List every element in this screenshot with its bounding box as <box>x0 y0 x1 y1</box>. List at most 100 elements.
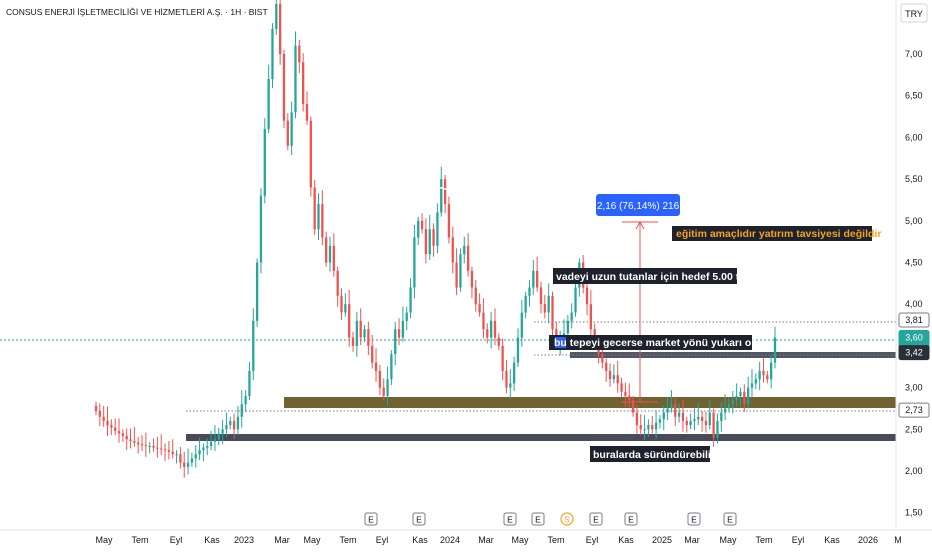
x-tick-label: M <box>894 535 902 545</box>
candle <box>167 440 171 460</box>
earnings-event-icon[interactable]: E <box>503 512 517 526</box>
candle <box>102 405 105 427</box>
breakout-note[interactable]: bu tepeyi gecerse market yönü yukarı olu… <box>554 337 765 349</box>
x-tick-label: 2025 <box>652 535 672 545</box>
candle <box>501 338 504 381</box>
earnings-event-icon[interactable]: E <box>364 512 378 526</box>
lower-trendline[interactable] <box>649 364 757 395</box>
x-tick-label: Tem <box>339 535 356 545</box>
price-level-label: 2,73 <box>898 402 930 418</box>
y-tick-label: 4,00 <box>905 299 923 309</box>
candle <box>766 370 769 384</box>
candle <box>697 402 700 426</box>
candle <box>754 373 757 390</box>
candle <box>532 259 535 296</box>
breakout-marker <box>555 337 566 348</box>
candle <box>397 318 401 346</box>
candle <box>394 321 397 366</box>
candle <box>278 0 282 65</box>
candle <box>405 306 408 331</box>
candle <box>432 223 435 257</box>
x-tick-label: Eyl <box>792 535 805 545</box>
earnings-event-icon[interactable]: E <box>723 512 737 526</box>
x-tick-label: May <box>511 535 529 545</box>
x-tick-label: Kas <box>412 535 428 545</box>
candle <box>723 394 727 421</box>
candle <box>493 308 497 346</box>
candle <box>94 401 98 416</box>
x-tick-label: Tem <box>755 535 772 545</box>
time-axis[interactable] <box>0 530 932 550</box>
candle <box>382 378 385 401</box>
candle <box>213 425 217 451</box>
candle <box>670 390 673 413</box>
drag-note[interactable]: buralarda süründürebilir <box>593 449 715 461</box>
svg-text:E: E <box>691 515 697 525</box>
candle <box>259 188 263 274</box>
earnings-event-icon[interactable]: E <box>687 512 701 526</box>
candle <box>236 405 240 436</box>
candle <box>478 293 481 317</box>
candle <box>639 414 642 436</box>
x-tick-label: Kas <box>824 535 840 545</box>
candle <box>202 443 205 461</box>
disclaimer-note[interactable]: eğitim amaçlıdır yatırım tavsiyesi değil… <box>676 228 881 240</box>
price-axis[interactable] <box>896 0 932 530</box>
split-event-icon[interactable]: S <box>560 512 574 526</box>
upper-trendline[interactable] <box>346 161 803 288</box>
x-tick-label: Mar <box>478 535 494 545</box>
candle <box>720 401 723 432</box>
currency-badge[interactable] <box>900 3 928 23</box>
candle <box>620 377 623 398</box>
candle <box>390 350 393 386</box>
candle <box>758 361 761 391</box>
svg-text:2,73: 2,73 <box>905 405 923 415</box>
y-tick-label: 2,00 <box>905 466 923 476</box>
x-tick-label: 2023 <box>234 535 254 545</box>
candle <box>770 355 773 389</box>
x-axis-ticks: May Tem Eyl Kas 2023 Mar May Tem Eyl Kas 2024 Mar Ma… <box>95 535 901 545</box>
candle <box>409 278 412 319</box>
candle <box>612 364 616 384</box>
candle <box>152 438 155 452</box>
svg-text:3,42: 3,42 <box>905 348 923 358</box>
candle <box>106 406 109 436</box>
earnings-event-icon[interactable]: E <box>589 512 603 526</box>
earnings-event-icon[interactable]: E <box>412 512 426 526</box>
candle <box>662 405 665 431</box>
support-zone-lower <box>186 434 896 441</box>
candle <box>186 448 190 475</box>
candle <box>466 233 470 277</box>
candle <box>628 383 631 408</box>
x-tick-label: Mar <box>274 535 290 545</box>
earnings-event-icon[interactable]: E <box>531 512 545 526</box>
candle <box>217 427 220 446</box>
measure-arrow-head <box>635 220 645 230</box>
candle <box>677 403 681 423</box>
measure-label-box[interactable] <box>596 194 680 216</box>
target-note[interactable]: vadeyi uzun tutanlar için hedef 5.00 tl <box>556 271 742 283</box>
breakout-zone <box>570 352 896 358</box>
x-tick-label: 2024 <box>440 535 460 545</box>
target-note-bg <box>553 268 737 284</box>
breakout-note-bg <box>549 335 752 350</box>
candle <box>190 452 194 467</box>
svg-text:3,81: 3,81 <box>905 315 923 325</box>
candle <box>298 39 301 74</box>
candle <box>179 446 182 469</box>
candle <box>424 218 428 264</box>
x-tick-label: Eyl <box>170 535 183 545</box>
disclaimer-bg <box>672 226 872 241</box>
candle <box>163 443 167 461</box>
candle <box>716 413 719 444</box>
candle <box>608 363 612 387</box>
x-tick-label: May <box>95 535 113 545</box>
candle <box>286 113 289 150</box>
y-tick-label: 3,00 <box>905 383 923 393</box>
earnings-event-icon[interactable]: E <box>624 512 638 526</box>
candle <box>528 280 531 307</box>
candle <box>674 398 677 426</box>
candle <box>98 403 101 426</box>
